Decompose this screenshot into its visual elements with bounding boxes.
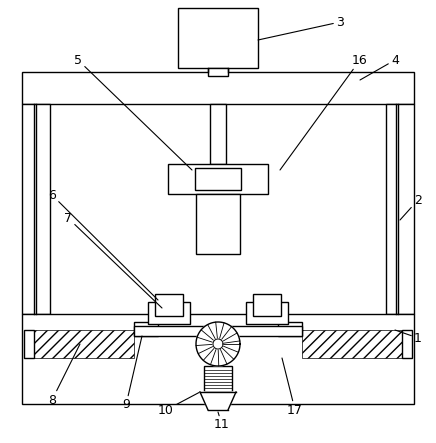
Bar [178,8,258,68]
Text: 1: 1 [395,330,422,345]
Text: 2: 2 [400,194,422,220]
Text: 8: 8 [48,344,80,407]
Bar [24,330,34,358]
Bar [402,330,412,358]
Text: 3: 3 [258,16,344,40]
Bar [278,322,302,336]
Bar [168,164,268,194]
Bar [386,104,414,314]
Bar [204,366,232,392]
Text: 17: 17 [282,358,303,416]
Bar [134,326,302,336]
Text: 6: 6 [48,189,158,300]
Text: 11: 11 [214,412,230,431]
Bar [155,294,183,316]
Text: 16: 16 [280,54,368,170]
Bar [210,104,226,164]
Polygon shape [196,322,240,366]
Text: 4: 4 [360,54,399,80]
Bar [246,302,288,324]
Text: 7: 7 [64,211,162,308]
Polygon shape [200,392,236,410]
Bar [253,294,281,316]
Bar [22,72,414,104]
Bar [148,302,190,324]
Bar [208,68,228,76]
Bar [302,330,402,358]
Bar [22,314,414,404]
Bar [34,330,134,358]
Text: 5: 5 [74,54,192,170]
Bar [22,104,50,314]
Text: 10: 10 [158,392,200,416]
Bar [196,194,240,254]
Bar [134,322,158,336]
Bar [195,168,241,190]
Text: 9: 9 [122,336,142,412]
Polygon shape [213,339,223,349]
